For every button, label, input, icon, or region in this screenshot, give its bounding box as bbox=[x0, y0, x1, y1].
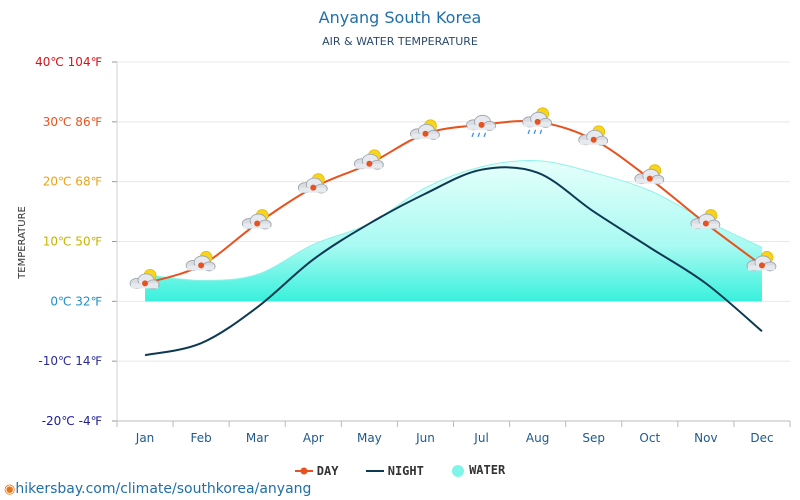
x-tick-label: Sep bbox=[582, 431, 605, 445]
partly-cloudy-icon bbox=[409, 119, 440, 140]
day-point[interactable] bbox=[366, 160, 373, 167]
day-point[interactable] bbox=[198, 262, 205, 269]
day-point[interactable] bbox=[534, 118, 541, 125]
x-tick-label: Jun bbox=[415, 431, 435, 445]
day-point[interactable] bbox=[422, 130, 429, 137]
partly-cloudy-icon bbox=[690, 209, 721, 230]
x-tick-label: Aug bbox=[526, 431, 549, 445]
partly-cloudy-icon bbox=[578, 125, 609, 146]
night-line bbox=[144, 166, 763, 357]
source-link[interactable]: ◉hikersbay.com/climate/southkorea/anyang bbox=[4, 481, 311, 497]
y-tick-label: 20℃ 68℉ bbox=[43, 175, 102, 189]
y-tick-label: 10℃ 50℉ bbox=[43, 235, 102, 249]
partly-cloudy-icon bbox=[746, 251, 777, 272]
day-point[interactable] bbox=[142, 280, 149, 287]
legend-water[interactable]: WATER bbox=[451, 463, 505, 478]
y-tick-label: -10℃ 14℉ bbox=[38, 354, 102, 368]
water-line bbox=[144, 160, 763, 281]
chart-legend: DAY NIGHT WATER bbox=[0, 463, 800, 478]
legend-water-marker bbox=[452, 464, 465, 477]
x-tick-label: Jul bbox=[473, 431, 488, 445]
legend-night-label: NIGHT bbox=[387, 463, 424, 478]
y-tick-label: -20℃ -4℉ bbox=[42, 414, 102, 428]
x-tick-label: Dec bbox=[750, 431, 773, 445]
x-tick-label: Feb bbox=[191, 431, 212, 445]
day-point[interactable] bbox=[310, 184, 317, 191]
partly-cloudy-icon bbox=[129, 268, 160, 290]
partly-cloudy-icon bbox=[241, 209, 272, 230]
y-tick-label: 30℃ 86℉ bbox=[43, 115, 102, 129]
day-point[interactable] bbox=[590, 136, 597, 143]
legend-night[interactable]: NIGHT bbox=[365, 463, 424, 478]
partly-cloudy-icon bbox=[297, 173, 328, 194]
day-point[interactable] bbox=[702, 220, 709, 227]
y-axis-title: TEMPERATURE bbox=[17, 206, 28, 280]
day-point[interactable] bbox=[758, 262, 765, 269]
partly-cloudy-icon bbox=[353, 149, 384, 170]
day-point[interactable] bbox=[646, 175, 653, 182]
legend-night-marker bbox=[365, 470, 384, 472]
legend-day-label: DAY bbox=[316, 463, 339, 478]
day-point[interactable] bbox=[478, 121, 485, 128]
rain-icon bbox=[466, 114, 497, 138]
rain-sun-icon bbox=[522, 107, 553, 135]
legend-water-label: WATER bbox=[469, 463, 506, 478]
x-tick-label: Nov bbox=[694, 431, 717, 445]
chart-subtitle: AIR & WATER TEMPERATURE bbox=[322, 35, 478, 48]
x-tick-label: Oct bbox=[639, 431, 660, 445]
water-area bbox=[145, 160, 762, 302]
x-tick-label: Apr bbox=[303, 431, 324, 445]
location-pin-icon: ◉ bbox=[4, 482, 16, 497]
partly-cloudy-icon bbox=[634, 164, 665, 185]
legend-day[interactable]: DAY bbox=[294, 463, 339, 478]
y-tick-label: 40℃ 104℉ bbox=[35, 55, 102, 69]
x-tick-label: Jan bbox=[135, 431, 155, 445]
y-tick-label: 0℃ 32℉ bbox=[50, 294, 102, 308]
day-point[interactable] bbox=[254, 220, 261, 227]
x-tick-label: Mar bbox=[246, 431, 269, 445]
partly-cloudy-icon bbox=[185, 251, 216, 272]
chart-title: Anyang South Korea bbox=[318, 8, 482, 27]
source-text: hikersbay.com/climate/southkorea/anyang bbox=[15, 481, 312, 497]
legend-day-marker bbox=[294, 467, 313, 475]
x-tick-label: May bbox=[357, 431, 382, 445]
